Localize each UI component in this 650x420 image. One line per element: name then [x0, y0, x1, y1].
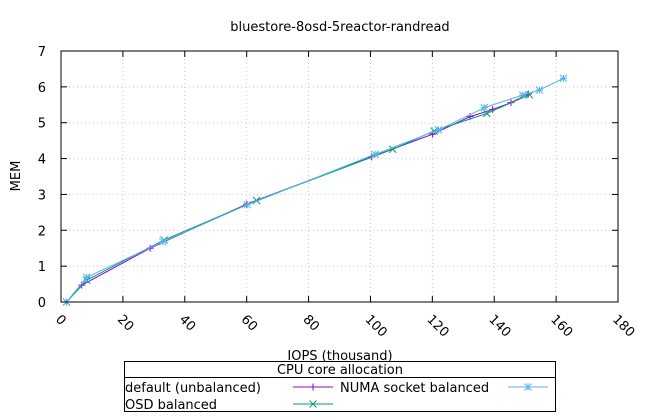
legend-label-numa: NUMA socket balanced: [340, 381, 489, 396]
y-tick-label: 5: [38, 117, 46, 132]
chart-title: bluestore-8osd-5reactor-randread: [230, 20, 449, 35]
data-point: [434, 126, 443, 134]
axes: 0 20 40 60 80 100 120 140 160 180 0 1 2 3 4 5 6 7: [38, 45, 638, 340]
y-tick-label: 2: [38, 224, 46, 239]
legend-label-osd: OSD balanced: [125, 398, 217, 413]
x-tick-label: 160: [547, 312, 575, 340]
data-point: [518, 91, 527, 99]
legend-title: CPU core allocation: [277, 363, 403, 378]
data-point: [480, 103, 489, 112]
y-tick-label: 3: [38, 188, 46, 203]
legend: CPU core allocation default (unbalanced)…: [124, 361, 556, 413]
series-line: [66, 93, 529, 303]
data-point: [559, 74, 568, 83]
x-tick-label: 80: [300, 312, 322, 334]
series-1: [62, 90, 534, 306]
grid: [61, 51, 618, 302]
data-point: [82, 273, 91, 282]
x-tick-label: 20: [114, 312, 136, 334]
series-line: [66, 77, 564, 303]
legend-box: [124, 361, 556, 412]
y-tick-label: 6: [38, 81, 46, 96]
x-tick-label: 100: [362, 312, 390, 340]
data-point: [243, 200, 252, 209]
legend-sample-marker: [524, 383, 532, 391]
legend-sample-marker: [309, 383, 317, 391]
legend-label-default: default (unbalanced): [125, 381, 261, 396]
series-line: [66, 94, 530, 303]
x-tick-label: 180: [609, 312, 637, 340]
series-2: [62, 74, 568, 306]
data-point: [252, 196, 261, 205]
y-axis-label: MEM: [9, 161, 24, 192]
legend-sample-marker: [309, 400, 317, 408]
plot-frame: [60, 50, 619, 303]
x-axis-label: IOPS (thousand): [287, 349, 392, 364]
data-point: [430, 127, 439, 135]
x-tick-label: 60: [238, 312, 260, 334]
data-point: [371, 150, 379, 159]
y-tick-label: 4: [38, 153, 46, 168]
x-tick-label: 0: [52, 312, 68, 328]
x-tick-label: 140: [485, 312, 513, 340]
data-point: [535, 86, 544, 94]
y-tick-label: 7: [38, 45, 46, 60]
x-tick-label: 120: [424, 312, 452, 340]
y-tick-label: 1: [38, 260, 46, 275]
x-tick-label: 40: [176, 312, 198, 334]
series-layer: [62, 74, 568, 306]
data-point: [158, 237, 167, 246]
y-tick-label: 0: [38, 296, 46, 311]
